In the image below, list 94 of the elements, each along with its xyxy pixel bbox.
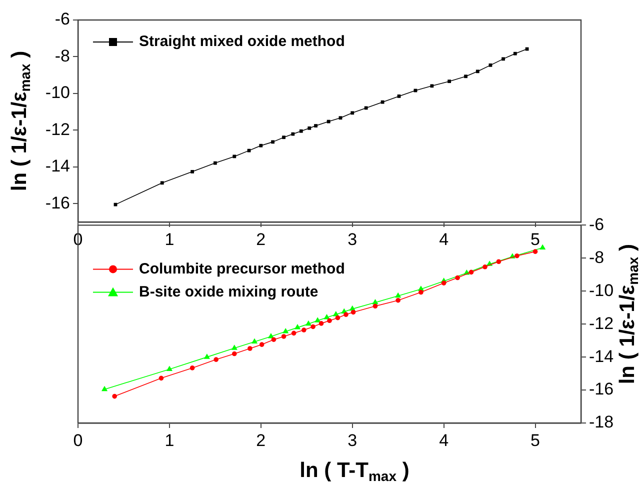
point [282,136,286,140]
point [395,292,402,298]
y2-axis-title: ln ( 1/ε-1/εmax ) [616,244,642,384]
point [314,124,318,128]
x-tick-label: 1 [164,430,174,450]
x-tick-label: 2 [256,230,266,249]
point [166,366,172,372]
point [540,244,546,250]
x-tick-label: 0 [73,430,83,450]
y-axis-title: ln ( 1/ε-1/εmax ) [8,50,34,192]
point [248,346,252,351]
point [441,280,446,286]
y2-tick-label: -10 [589,280,614,300]
point [213,161,217,165]
y2-tick-label: -6 [589,214,604,234]
point [282,328,289,334]
point [338,116,342,120]
point [190,366,195,370]
point [396,298,400,303]
y-tick-label: -10 [45,83,70,102]
legend-label: Straight mixed oxide method [139,33,345,50]
point [281,334,286,339]
point [305,320,312,326]
point [112,394,117,399]
x-tick-label: 3 [348,230,358,249]
point [350,310,356,315]
point [291,330,296,336]
y-tick-label: -12 [45,120,70,139]
point [468,270,474,275]
y-tick-label: -8 [54,46,70,66]
x-tick-label: 4 [439,430,449,450]
point [232,154,236,158]
point [308,126,312,130]
point [318,321,324,326]
y2-tick-label: -16 [589,380,614,399]
point [251,338,258,344]
point [397,94,401,98]
x-tick-label: 1 [164,230,174,249]
point [513,52,517,56]
x-tick-label: 5 [530,430,540,450]
point [231,344,238,350]
point [502,57,505,61]
point [294,324,301,330]
point [476,70,480,74]
y-tick-label: -14 [45,156,70,176]
y2-tick-label: -12 [589,314,614,333]
point [314,317,321,322]
y2-tick-label: -14 [589,346,614,366]
point [532,249,538,254]
point [259,342,264,347]
x-tick-label: 4 [439,230,449,249]
legend-label: Columbite precursor method [139,260,345,278]
y2-tick-label: -8 [589,248,604,267]
point [430,84,434,88]
point [482,264,488,270]
point [232,351,237,356]
point [488,63,492,67]
point [364,106,368,110]
point [455,275,460,280]
point [114,202,118,206]
y2-tick-label: -18 [589,412,614,432]
point [158,376,164,381]
point [372,299,378,304]
point [310,324,316,330]
point [204,354,210,359]
point [160,181,164,185]
point [418,290,424,295]
point [271,337,276,342]
point [350,111,354,115]
point [514,253,520,258]
point [301,328,306,332]
point [190,170,194,174]
point [448,80,452,84]
x-tick-label: 2 [256,430,266,450]
point [344,312,348,317]
point [496,259,502,264]
point [380,100,384,104]
x-tick-label: 5 [530,230,540,249]
point [299,129,303,133]
point [335,315,340,320]
point [327,318,332,324]
point [372,304,378,309]
point [214,357,218,362]
point [291,132,295,136]
point [326,120,330,124]
x-tick-label: 3 [348,430,358,450]
point [101,386,108,392]
point [464,74,468,78]
point [271,140,274,144]
y-tick-label: -6 [54,10,70,29]
legend-label: B-site oxide mixing route [139,283,318,300]
point [247,148,251,152]
y-tick-label: -16 [45,193,70,212]
point [259,144,263,148]
